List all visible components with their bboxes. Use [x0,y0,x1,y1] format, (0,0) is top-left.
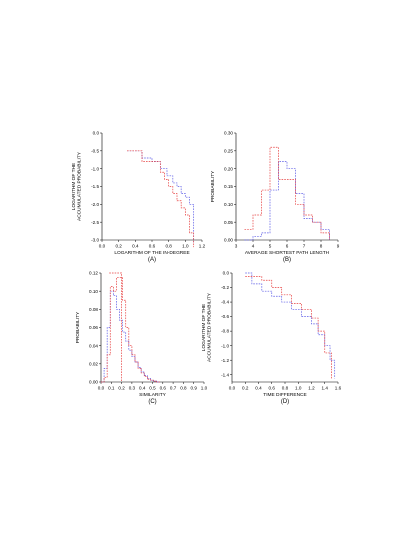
panel-label: (A) [148,257,156,263]
x-tick-label: 1.0 [182,244,189,249]
x-tick-label: 0.6 [269,386,276,391]
x-tick-label: 0.2 [242,386,249,391]
x-tick-label: 0.7 [170,386,177,391]
chart-panel-b: 3 4 5 6 7 8 9 0.00 0.05 0.10 0.15 0.20 0.25 0.30 AVERA… [210,131,340,263]
y-axis-label: LOGARITHM OF THE [71,163,77,210]
chart-panel-c: 0.0 0.1 0.2 0.3 0.4 0.5 0.6 0.7 0.8 0.9 1.0 0.00 0.0… [75,271,208,405]
chart-panel-a: 0.0 0.2 0.4 0.6 0.8 1.0 1.2 0.0 -0.5 -1.0 -1.5 -2.0… [71,131,206,263]
x-tick-label: 0.3 [129,386,136,391]
panel-label: (D) [281,399,289,405]
x-tick-label: 0.2 [115,244,122,249]
x-tick-label: 4 [252,244,255,249]
y-tick-label: -1.0 [91,166,99,171]
y-tick-label: -2.0 [91,202,99,207]
x-tick-label: 9 [337,244,340,249]
y-tick-label: 0.04 [89,343,98,348]
series-line-red-2 [109,272,122,382]
series-line-blue-0 [101,290,160,383]
x-tick-label: 1.2 [308,386,315,391]
x-tick-label: 0.6 [160,386,167,391]
x-tick-label: 1.2 [199,244,206,249]
y-tick-label: -0.4 [221,300,229,305]
y-tick-label: 0.00 [89,380,98,385]
x-tick-label: 8 [320,244,323,249]
x-tick-label: 1.4 [322,386,329,391]
x-axis-label: LOGARITHM OF THE IN-DEGREE [114,250,189,256]
x-tick-label: 0.4 [255,386,262,391]
series-line-red-1 [127,150,195,248]
y-tick-label: 0.08 [89,307,98,312]
y-tick-label: -1.4 [221,372,229,377]
x-tick-label: 0.0 [98,386,105,391]
x-tick-label: 0.2 [118,386,125,391]
y-tick-label: 0.25 [224,148,233,153]
y-tick-label: 0.05 [224,220,233,225]
y-tick-label: 0.10 [224,202,233,207]
x-tick-label: 7 [303,244,306,249]
y-tick-label: 0.20 [224,166,233,171]
y-tick-label: 0.12 [89,271,98,276]
x-tick-label: 0.8 [165,244,172,249]
x-tick-label: 0.6 [149,244,156,249]
y-tick-label: -1.2 [221,358,229,363]
series-line-red-1 [244,146,330,240]
x-tick-label: 0.5 [149,386,156,391]
y-tick-label: 0.30 [224,131,233,136]
y-tick-label: -1.0 [221,343,229,348]
x-tick-label: 1.0 [295,386,302,391]
y-tick-label: 0.06 [89,325,98,330]
y-axis-label: ACCUMULATED PROBABILITY [207,292,213,362]
x-tick-label: 1.0 [201,386,208,391]
x-axis-label: SIMILARITY [139,392,166,398]
y-tick-label: -2.5 [91,220,99,225]
x-tick-label: 0.0 [229,386,236,391]
panel-label: (C) [148,399,156,405]
x-tick-label: 1.6 [335,386,342,391]
x-tick-label: 0.8 [282,386,289,391]
y-tick-label: -0.8 [221,329,229,334]
y-tick-label: 0.00 [224,238,233,243]
x-tick-label: 0.4 [132,244,139,249]
y-tick-label: 0.02 [89,361,98,366]
x-tick-label: 0.4 [139,386,146,391]
panel-label: (B) [283,257,291,263]
x-tick-label: 5 [269,244,272,249]
series-line-red-1 [245,276,332,379]
series-line-red-1 [101,277,160,383]
chart-panel-d: 0.0 0.2 0.4 0.6 0.8 1.0 1.2 1.4 1.6 0.0 -0.2 -0.4 -0… [201,271,342,405]
y-tick-label: -0.2 [221,285,229,290]
x-tick-label: 3 [235,244,238,249]
x-tick-label: 6 [286,244,289,249]
series-line-blue-0 [245,272,336,379]
x-tick-label: 0.1 [108,386,115,391]
x-axis-label: TIME DIFFERENCE [263,392,306,398]
y-tick-label: -3.0 [91,238,99,243]
x-axis-label: AVERAGE SHORTEST PATH LENGTH [245,250,330,256]
x-tick-label: 0.8 [180,386,187,391]
y-tick-label: 0.0 [93,131,100,136]
y-tick-label: -0.6 [221,314,229,319]
y-axis-label: ACCUMULATED PROBABILITY [77,151,83,221]
y-tick-label: -1.5 [91,184,99,189]
series-line-blue-0 [127,150,195,244]
series-line-blue-0 [244,161,330,241]
y-tick-label: 0.15 [224,184,233,189]
y-tick-label: 0.0 [223,271,230,276]
y-axis-label: LOGARITHM OF THE [201,304,207,351]
y-tick-label: 0.10 [89,289,98,294]
x-tick-label: 0.9 [191,386,198,391]
x-tick-label: 0.0 [99,244,106,249]
y-tick-label: -0.5 [91,148,99,153]
y-axis-label: PROBABILITY [75,311,81,343]
y-axis-label: PROBABILITY [210,170,216,202]
